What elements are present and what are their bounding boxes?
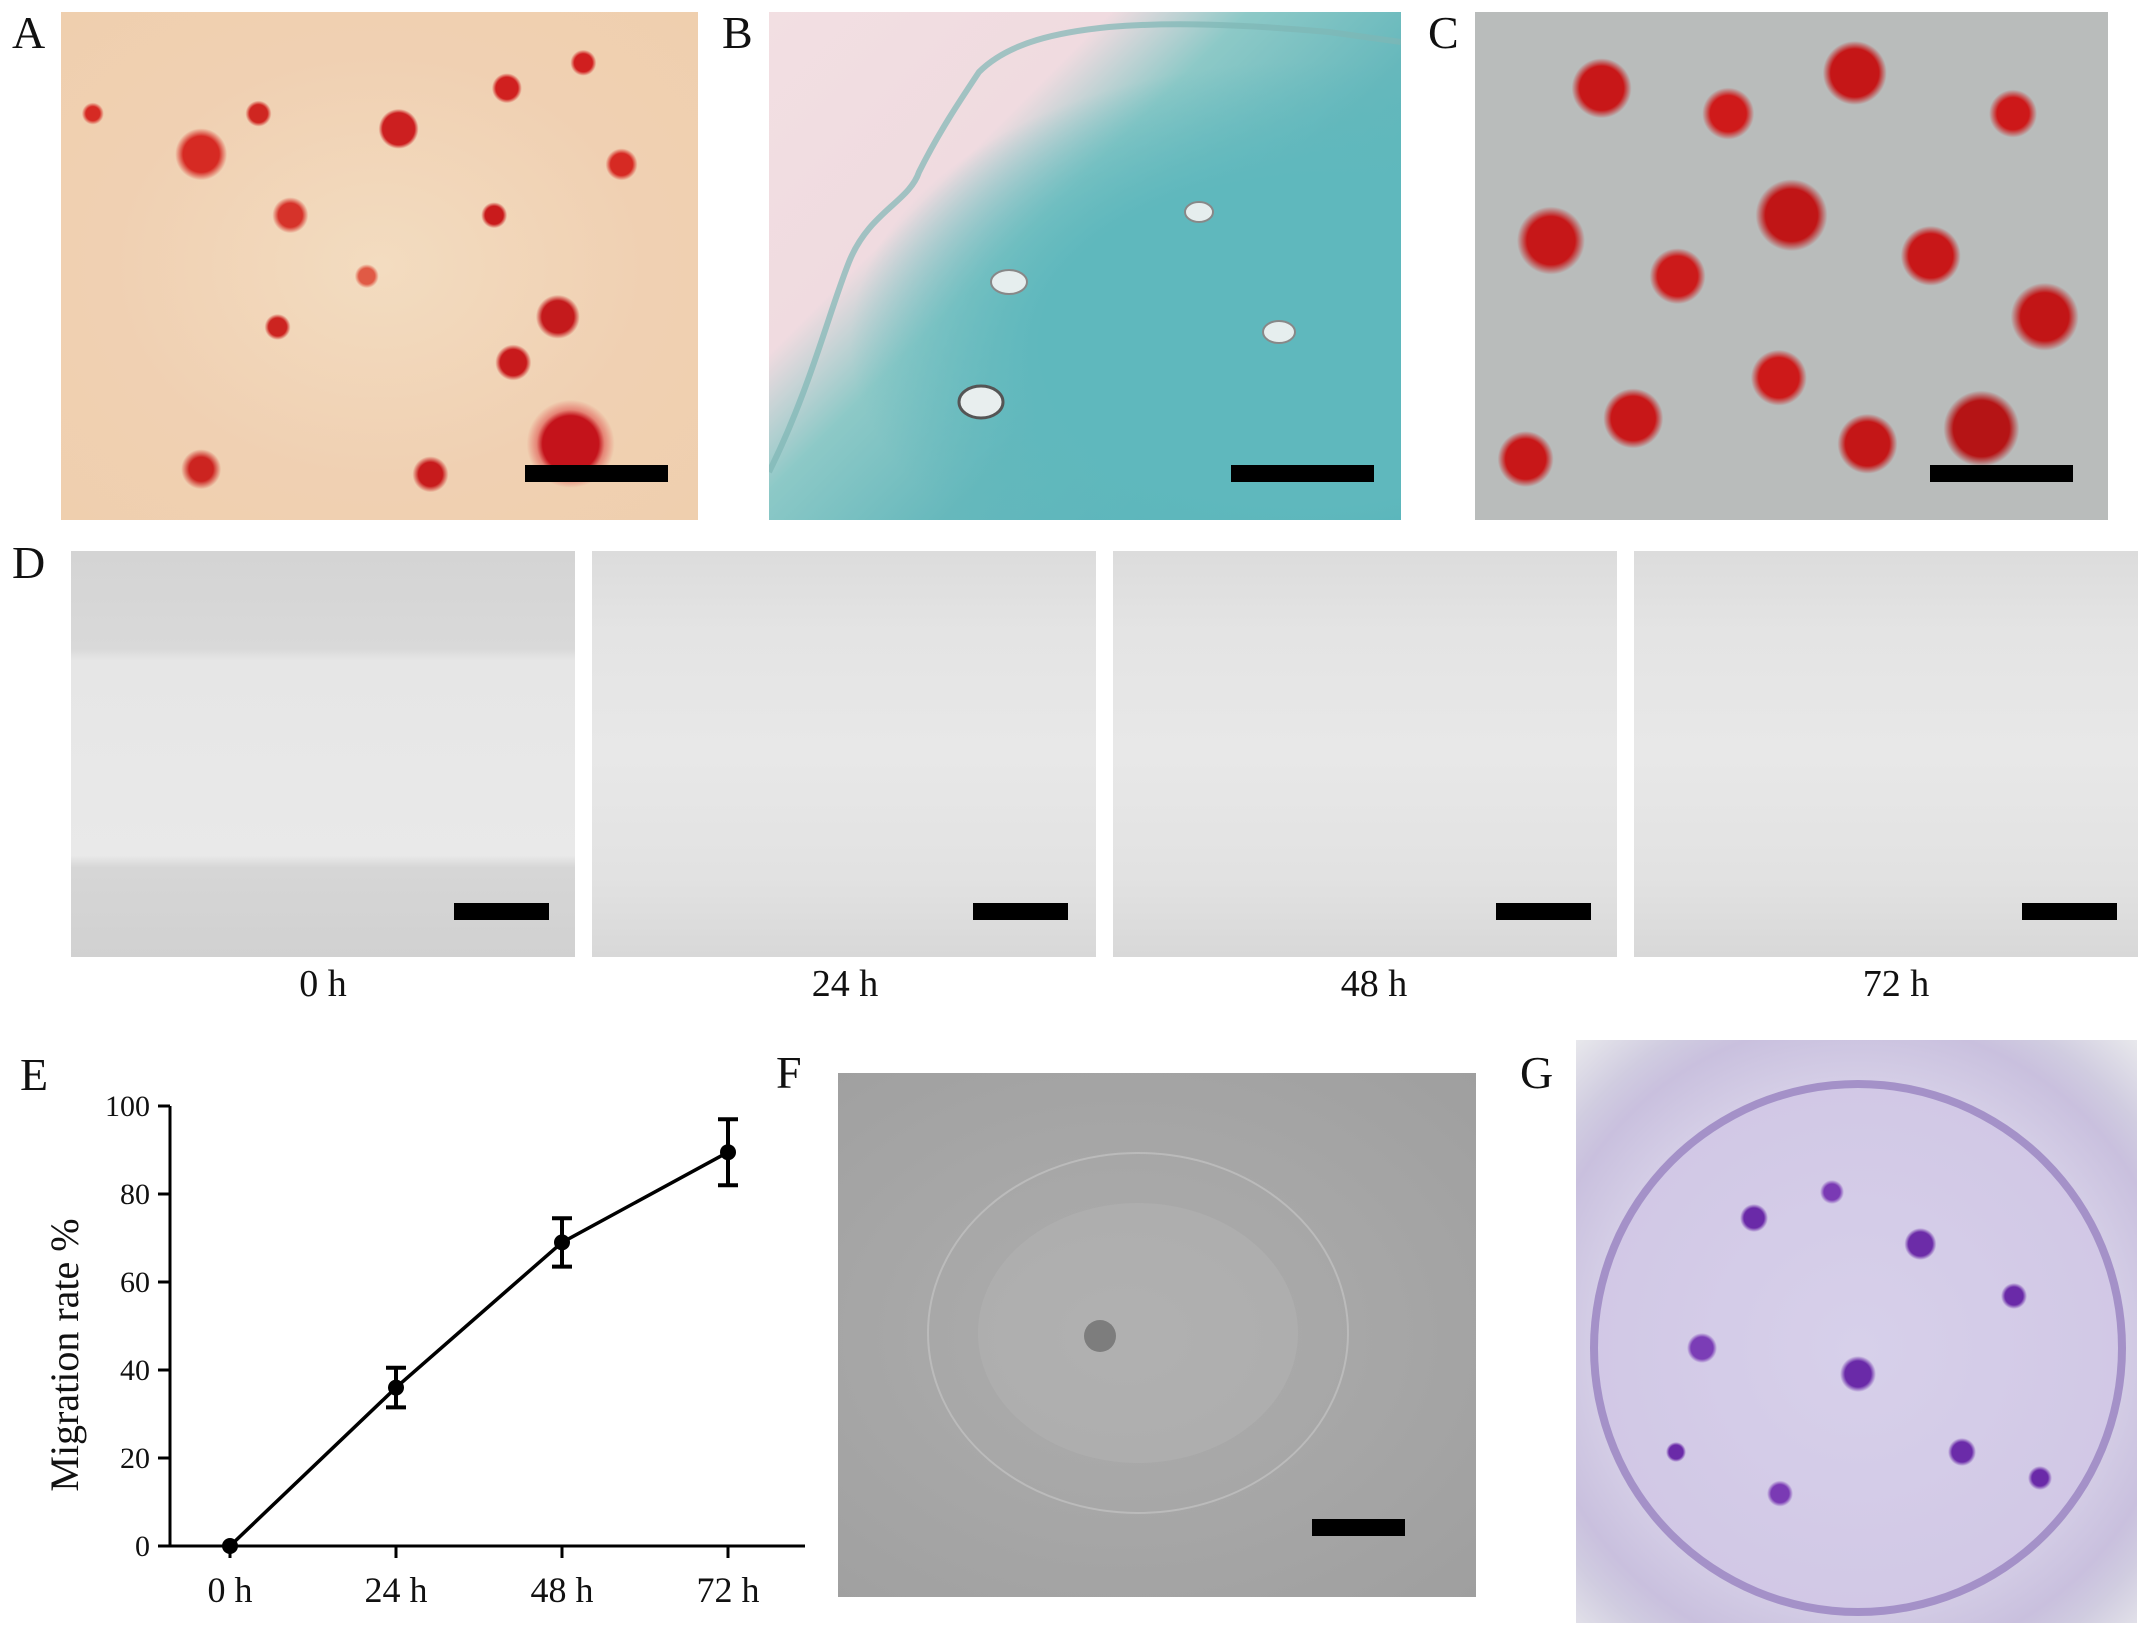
panel-label-c: C — [1428, 7, 1459, 58]
colony-micrograph-image — [838, 1073, 1476, 1597]
culture-dish — [1590, 1080, 2126, 1616]
data-point — [554, 1234, 570, 1251]
scratch-image-0h — [71, 551, 575, 957]
x-tick-label: 48 h — [531, 1570, 594, 1610]
migration-rate-chart: 0 20 40 60 80 100 0 h 24 h 48 h 72 h Migration ra… — [42, 1090, 805, 1610]
chart-series — [222, 1117, 738, 1554]
x-tick-label: 24 h — [365, 1570, 428, 1610]
cell-cluster — [927, 1152, 1349, 1514]
series-line — [228, 1150, 729, 1548]
tissue-edge-outline — [769, 21, 1401, 474]
scale-bar — [1231, 465, 1374, 482]
y-tick-label: 100 — [105, 1090, 150, 1123]
colony-dish-photo — [1576, 1040, 2137, 1623]
time-label-48h: 48 h — [1340, 963, 1408, 1005]
panel-label-d: D — [12, 537, 46, 588]
scale-bar — [525, 465, 668, 482]
scratch-image-24h — [592, 551, 1096, 957]
panel-label-e: E — [20, 1049, 49, 1100]
y-axis-label: Migration rate % — [42, 1218, 87, 1491]
data-point — [720, 1144, 736, 1161]
panel-label-a: A — [12, 7, 46, 58]
panel-label-g: G — [1520, 1047, 1554, 1098]
data-point — [388, 1379, 404, 1396]
scale-bar — [1930, 465, 2073, 482]
time-label-72h: 72 h — [1862, 963, 1930, 1005]
scale-bar — [2022, 903, 2117, 920]
time-label-0h: 0 h — [299, 963, 347, 1005]
panel-label-f: F — [776, 1047, 802, 1098]
y-tick-label: 80 — [120, 1178, 150, 1211]
scratch-image-48h — [1113, 551, 1617, 957]
scale-bar — [1496, 903, 1591, 920]
scratch-image-72h — [1634, 551, 2138, 957]
scale-bar — [973, 903, 1068, 920]
x-tick-label: 0 h — [208, 1570, 253, 1610]
chondrogenic-stain-image — [769, 12, 1401, 520]
time-label-24h: 24 h — [811, 963, 879, 1005]
chart-axes: 0 20 40 60 80 100 0 h 24 h 48 h 72 h — [105, 1090, 805, 1610]
osteogenic-stain-image — [61, 12, 698, 520]
data-point — [222, 1538, 238, 1554]
adipogenic-stain-image — [1475, 12, 2108, 520]
panel-label-b: B — [722, 7, 753, 58]
y-tick-label: 40 — [120, 1354, 150, 1387]
scale-bar — [454, 903, 549, 920]
x-tick-label: 72 h — [697, 1570, 760, 1610]
scale-bar — [1312, 1519, 1405, 1536]
y-tick-label: 20 — [120, 1442, 150, 1475]
y-tick-label: 0 — [135, 1530, 150, 1563]
y-tick-label: 60 — [120, 1266, 150, 1299]
